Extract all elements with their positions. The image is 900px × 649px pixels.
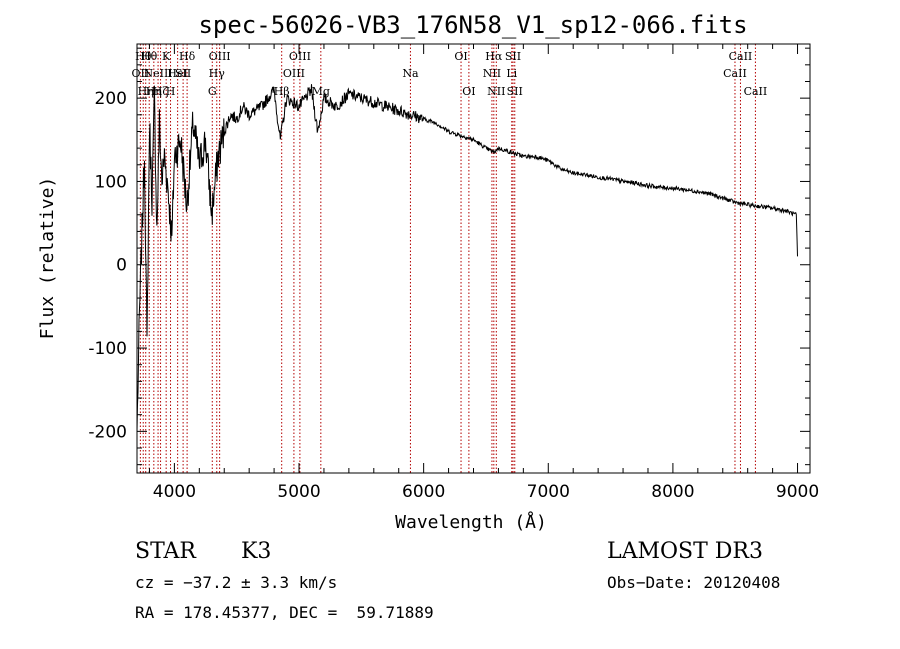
survey-name: LAMOST DR3 [607,539,763,564]
spectral-line-label: Hγ [209,67,226,80]
spectral-line-label: K [162,50,171,63]
spectral-line-label: Hβ [274,85,290,98]
y-tick-label: 0 [116,256,127,276]
y-axis-label: Flux (relative) [37,177,58,340]
spectral-marker-labels: OIIHθHηHθHηNeIIIHζKHHeISIIHδGHγOIIIHβOII… [132,50,768,98]
plot-frame [136,43,811,474]
object-subclass: K3 [241,539,272,564]
spectral-marker-lines [139,44,756,473]
x-tick-label: 5000 [277,482,320,502]
spectral-line-label: OIII [283,67,305,80]
x-tick-label: 6000 [402,482,445,502]
spectral-line-label: OIII [289,50,311,63]
x-tick-label: 9000 [776,482,819,502]
spectral-line-label: Mg [312,85,330,98]
x-tick-label: 4000 [153,482,196,502]
axis-ticks [137,44,810,473]
x-tick-label: 8000 [651,482,694,502]
y-tick-label: -200 [88,422,127,442]
y-tick-label: 200 [95,89,127,109]
spectral-line-label: Hη [138,85,154,98]
spectrum-line [136,84,798,432]
spectral-line-label: Hζ [153,85,169,98]
spectral-line-label: Hθ [135,50,152,63]
observation-date: Obs−Date: 20120408 [607,573,781,592]
spectral-line-label: H [166,85,176,98]
chart-title: spec-56026-VB3_176N58_V1_sp12-066.fits [198,11,747,39]
y-tick-label: 100 [95,172,127,192]
spectral-line-label: SII [505,50,521,63]
spectral-line-label: Li [506,67,517,80]
x-tick-label: 7000 [527,482,570,502]
spectral-line-label: Hθ [141,50,158,63]
x-axis-label: Wavelength (Å) [395,511,547,533]
spectral-line-label: SII [507,85,523,98]
spectral-line-label: Hα [485,50,503,63]
axis-tick-labels: 4000 5000 6000 7000 8000 9000 -200 -100 0 100 200 [88,89,819,502]
spectral-line-label: OII [132,67,150,80]
spectral-line-label: OIII [209,50,231,63]
spectral-line-label: OI [462,85,475,98]
spectral-line-label: NeIII [143,67,172,80]
y-tick-label: -100 [88,339,127,359]
spectral-line-label: HeI [167,67,187,80]
ra-dec-coordinates: RA = 178.45377, DEC = 59.71889 [135,603,434,622]
spectral-line-label: NII [487,85,505,98]
spectral-line-label: CaII [744,85,768,98]
spectral-line-label: Na [402,67,419,80]
spectral-line-label: SII [175,67,191,80]
spectral-line-label: CaII [729,50,753,63]
spectral-line-label: Hδ [179,50,196,63]
spectral-line-label: NII [483,67,501,80]
spectral-line-label: CaII [723,67,747,80]
redshift-velocity: cz = −37.2 ± 3.3 km/s [135,573,338,592]
object-class: STAR [135,539,196,564]
spectral-line-label: OI [454,50,467,63]
spectral-line-label: G [208,85,217,98]
